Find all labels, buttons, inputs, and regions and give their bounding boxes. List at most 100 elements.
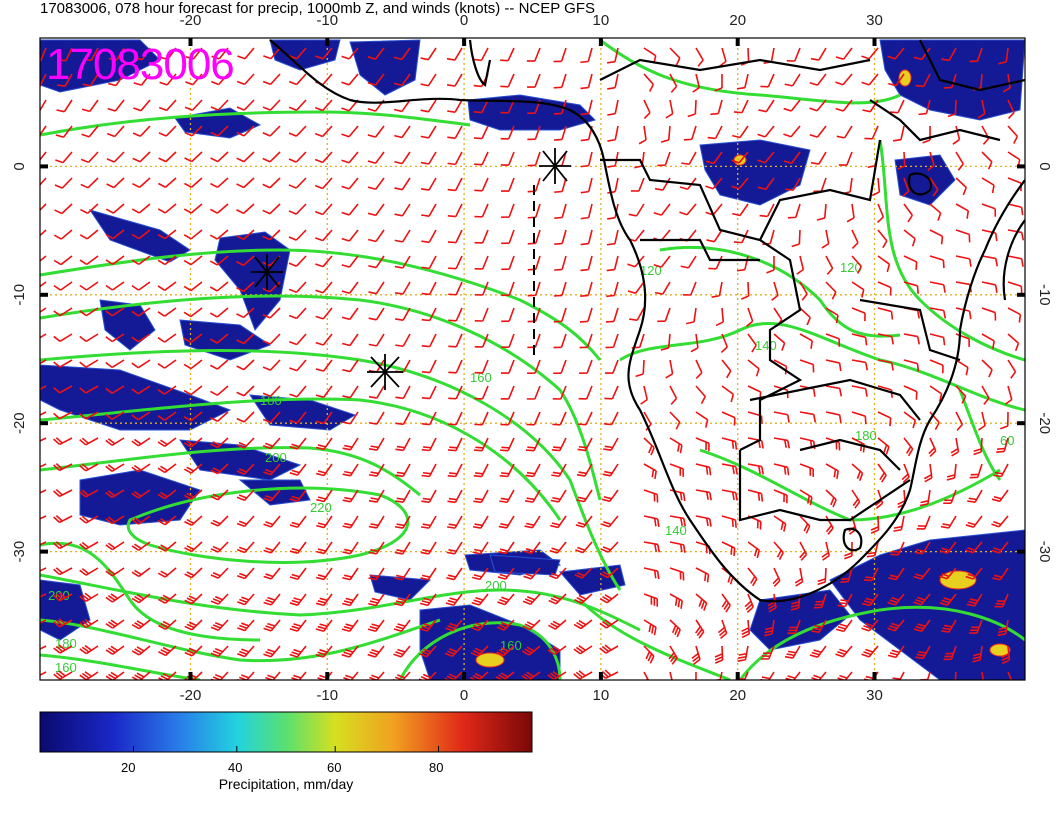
wind-barb — [877, 411, 892, 427]
wind-barb — [669, 515, 687, 527]
wind-barb — [915, 645, 931, 660]
wind-barb — [236, 437, 255, 449]
wind-barb — [394, 151, 411, 165]
wind-barb — [981, 359, 993, 378]
wind-barb — [835, 671, 853, 680]
lon-tick-label-top: -20 — [180, 12, 202, 29]
wind-barb — [851, 411, 867, 425]
wind-barb — [445, 619, 463, 632]
wind-barb — [981, 307, 997, 321]
wind-barb — [981, 385, 990, 405]
wind-barb — [289, 645, 307, 658]
country-border — [599, 58, 871, 81]
wind-barb — [341, 177, 359, 190]
wind-barb — [131, 307, 151, 317]
precip-patch — [238, 479, 311, 506]
wind-barb — [183, 463, 203, 474]
wind-barb — [810, 151, 827, 165]
wind-barb — [40, 47, 47, 62]
wind-barb — [368, 463, 385, 477]
wind-barb — [395, 489, 411, 503]
wind-barb — [643, 645, 655, 664]
wind-barb — [577, 437, 593, 452]
wind-barb — [40, 359, 47, 365]
precip-patch — [699, 139, 811, 206]
precip-patch — [214, 231, 291, 331]
wind-barb — [993, 463, 1009, 478]
wind-barb — [184, 151, 203, 163]
wind-barb — [669, 541, 686, 553]
wind-barb — [606, 47, 619, 64]
wind-barb — [784, 645, 801, 659]
wind-barb — [474, 437, 489, 452]
wind-barb — [448, 359, 463, 374]
wind-barb — [79, 333, 99, 343]
wind-barb — [209, 281, 229, 292]
wind-barb — [40, 567, 47, 572]
contour-label: 160 — [500, 638, 522, 653]
wind-barb — [708, 255, 723, 270]
precip-patch — [40, 364, 232, 431]
wind-barb — [693, 671, 697, 680]
wind-barb — [877, 281, 892, 296]
wind-barb — [821, 229, 830, 249]
wind-barb — [580, 203, 593, 220]
wind-barb — [315, 645, 333, 658]
wind-barb — [470, 619, 489, 632]
wind-barb — [967, 489, 983, 503]
wind-barb — [157, 307, 177, 317]
wind-barb — [236, 385, 255, 397]
wind-barb — [965, 541, 983, 554]
wind-barb — [289, 437, 307, 450]
wind-barb — [773, 541, 784, 560]
wind-barb — [838, 151, 853, 166]
wind-barb — [105, 489, 125, 499]
wind-barb — [394, 255, 411, 269]
wind-barb — [341, 645, 359, 658]
wind-barb — [669, 619, 681, 638]
wind-barb — [471, 567, 489, 581]
wind-barb — [861, 619, 879, 632]
wind-barb — [368, 255, 385, 269]
wind-barb — [40, 203, 47, 212]
wind-barb — [131, 489, 151, 499]
wind-barb — [393, 619, 411, 632]
wind-barb — [421, 359, 437, 374]
wind-barb — [686, 307, 697, 325]
wind-barb — [705, 151, 723, 165]
wind-barb — [605, 307, 619, 323]
wind-barb — [210, 125, 229, 137]
wind-barb — [600, 567, 619, 579]
wind-barb — [500, 151, 515, 166]
wind-barb — [157, 463, 177, 474]
wind-barb — [105, 385, 125, 394]
wind-barb — [643, 463, 657, 479]
wind-barb — [890, 541, 905, 556]
wind-barb — [760, 73, 775, 88]
wind-barb — [447, 177, 463, 192]
wind-barb — [721, 463, 738, 475]
wind-barb — [342, 411, 359, 425]
wind-barb — [474, 333, 489, 348]
wind-barb — [209, 333, 229, 344]
precip-patch — [829, 529, 1025, 680]
wind-barb — [105, 333, 125, 343]
wind-barb — [579, 307, 593, 323]
wind-barb — [495, 671, 515, 680]
wind-barb — [473, 47, 489, 62]
lon-tick-label-top: -10 — [316, 12, 338, 29]
wind-barb — [158, 177, 177, 188]
wind-barb — [55, 151, 73, 164]
wind-barb — [236, 489, 255, 502]
wind-barb — [607, 151, 619, 168]
wind-barb — [863, 567, 879, 582]
wind-barb — [184, 593, 203, 605]
wind-barb — [977, 99, 986, 119]
wind-barb — [316, 541, 333, 555]
wind-barb — [740, 281, 750, 300]
wind-barb — [131, 619, 151, 630]
wind-barb — [574, 567, 593, 579]
wind-barb — [835, 99, 853, 112]
wind-barb — [183, 281, 203, 292]
wind-barb — [132, 151, 151, 163]
